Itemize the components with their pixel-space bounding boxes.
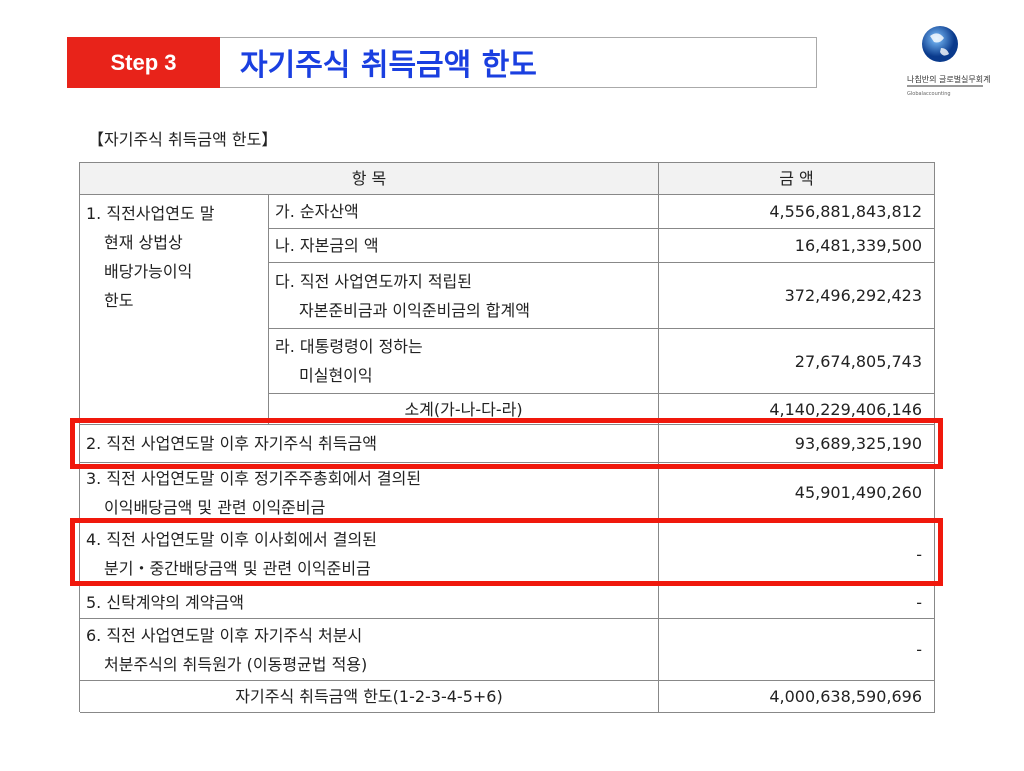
header-cell: 항 목 xyxy=(80,163,659,195)
logo-tagline: Globalaccounting xyxy=(907,91,951,97)
row-label: 5. 신탁계약의 계약금액 xyxy=(86,592,244,612)
row-label: 가. 순자산액 xyxy=(275,202,359,221)
amount: 93,689,325,190 xyxy=(794,434,922,453)
globe xyxy=(922,26,958,62)
amount-cell: 372,496,292,423 xyxy=(659,263,935,329)
row-label-cell: 2. 직전 사업연도말 이후 자기주식 취득금액 xyxy=(80,425,659,463)
amount-cell: - xyxy=(659,586,935,619)
subtotal-label: 소계(가-나-다-라) xyxy=(404,399,523,419)
row-label: 6. 직전 사업연도말 이후 자기주식 처분시 xyxy=(86,625,363,645)
amount: 16,481,339,500 xyxy=(794,236,922,255)
row-label-cell: 5. 신탁계약의 계약금액 xyxy=(80,586,659,619)
row-label: 4. 직전 사업연도말 이후 이사회에서 결의된 xyxy=(86,530,377,549)
header-cell: 금 액 xyxy=(659,163,935,195)
row-label: 현재 상법상 xyxy=(104,233,183,252)
title-box xyxy=(220,37,817,88)
amount: 4,556,881,843,812 xyxy=(769,202,922,221)
highlight-box xyxy=(70,518,943,586)
column-header: 항 목 xyxy=(351,169,387,188)
row-label: 2. 직전 사업연도말 이후 자기주식 취득금액 xyxy=(86,434,377,453)
column-header: 금 액 xyxy=(779,169,814,188)
row-label: 분기・중간배당금액 및 관련 이익준비금 xyxy=(104,559,371,578)
row-label: 한도 xyxy=(104,291,134,310)
item-label-cell: 가. 순자산액 xyxy=(269,195,659,229)
amount-cell: - xyxy=(659,619,935,681)
table-caption: 【자기주식 취득금액 한도】 xyxy=(88,130,278,149)
amount-cell: 45,901,490,260 xyxy=(659,463,935,523)
row-label: 처분주식의 취득원가 (이동평균법 적용) xyxy=(104,654,368,674)
amount-cell: 93,689,325,190 xyxy=(659,425,935,463)
row-label: 1. 직전사업연도 말 xyxy=(86,204,215,223)
row-label: 배당가능이익 xyxy=(104,262,193,281)
logo-name: 나침반의 글로벌실무회계 xyxy=(907,74,991,84)
amount-cell: 16,481,339,500 xyxy=(659,229,935,263)
amount: 45,901,490,260 xyxy=(794,483,922,502)
row-label: 라. 대통령령이 정하는 xyxy=(275,337,423,356)
row-label: 자본준비금과 이익준비금의 합계액 xyxy=(299,300,530,320)
row-label: 나. 자본금의 액 xyxy=(275,236,379,255)
amount: - xyxy=(916,592,922,612)
amount: - xyxy=(916,640,922,659)
row-label: 다. 직전 사업연도까지 적립된 xyxy=(275,271,472,291)
row-label: 3. 직전 사업연도말 이후 정기주주총회에서 결의된 xyxy=(86,468,422,488)
title: 자기주식 취득금액 한도 xyxy=(240,48,537,83)
total-label-cell: 자기주식 취득금액 한도(1-2-3-4-5+6) xyxy=(80,681,659,713)
row-label: 미실현이익 xyxy=(299,366,373,385)
step-badge: Step 3 xyxy=(67,37,220,88)
amount: - xyxy=(916,544,922,564)
total-label: 자기주식 취득금액 한도(1-2-3-4-5+6) xyxy=(235,687,503,706)
subtotal-label-cell: 소계(가-나-다-라) xyxy=(269,394,659,425)
logo: 나침반의 글로벌실무회계 Globalaccounting xyxy=(907,26,991,97)
highlight-box xyxy=(70,418,943,469)
row-label: 이익배당금액 및 관련 이익준비금 xyxy=(104,497,326,517)
amount: 27,674,805,743 xyxy=(794,351,922,371)
amount-cell: 4,000,638,590,696 xyxy=(659,681,935,713)
amount: 4,000,638,590,696 xyxy=(769,687,922,706)
amount-cell: 4,556,881,843,812 xyxy=(659,195,935,229)
amount-cell: 4,140,229,406,146 xyxy=(659,394,935,425)
amount: 372,496,292,423 xyxy=(784,286,922,305)
amount: 4,140,229,406,146 xyxy=(769,399,922,419)
item-label-cell: 나. 자본금의 액 xyxy=(269,229,659,263)
amount-cell: 27,674,805,743 xyxy=(659,329,935,394)
